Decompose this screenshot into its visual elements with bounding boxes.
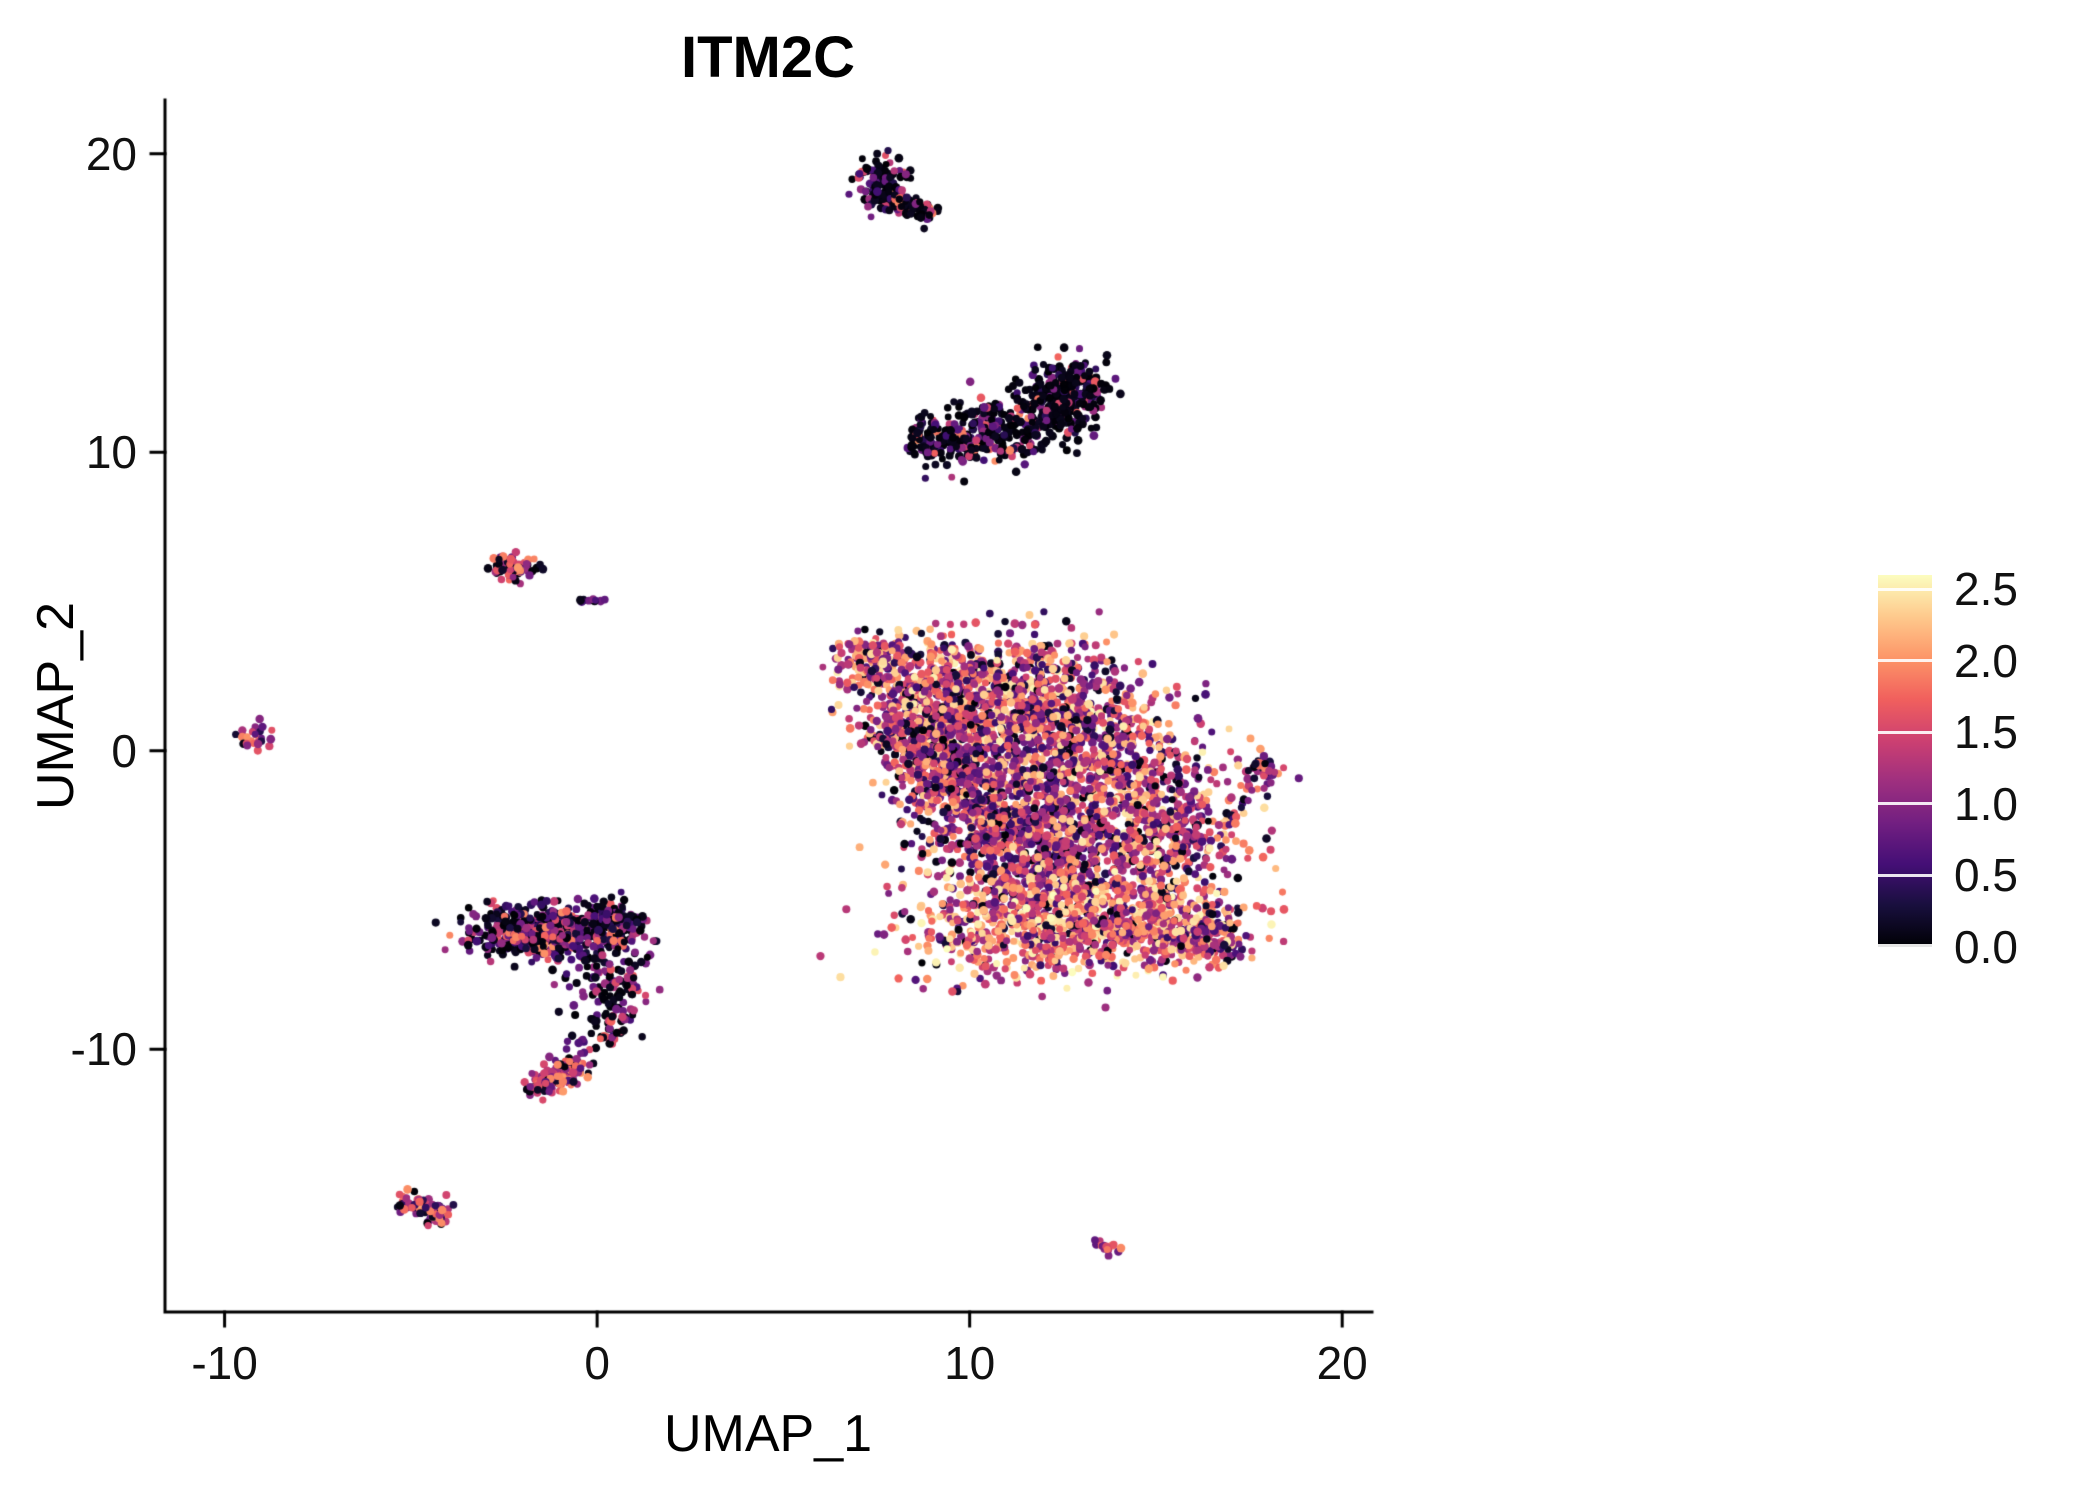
y-tick-label: 10 — [85, 426, 137, 479]
y-axis-title: UMAP_2 — [27, 601, 85, 811]
x-tick-label: 20 — [1316, 1337, 1368, 1389]
y-tick-label: 20 — [85, 127, 137, 180]
x-axis-title: UMAP_1 — [663, 1405, 873, 1463]
chart-title: ITM2C — [681, 25, 855, 90]
y-tick-label: 0 — [111, 724, 137, 777]
x-tick-label: 10 — [944, 1337, 996, 1389]
x-tick-label: -10 — [191, 1337, 258, 1389]
x-tick-label: 0 — [584, 1337, 610, 1389]
y-tick-label: -10 — [70, 1023, 137, 1076]
